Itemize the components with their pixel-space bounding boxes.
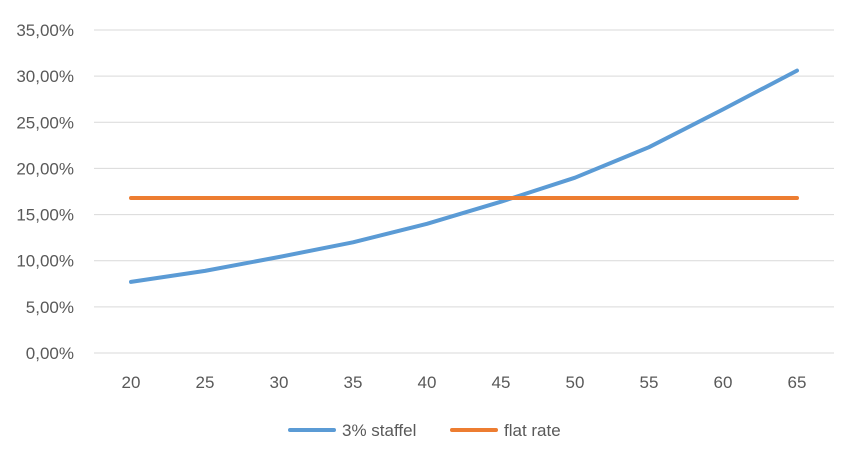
series-lines [129,68,799,284]
y-tick-label: 5,00% [26,298,74,317]
y-axis-tick-labels: 0,00% 5,00% 10,00% 15,00% 20,00% 25,00% 30,00%… [16,21,74,363]
y-tick-label: 25,00% [16,113,74,132]
y-tick-label: 10,00% [16,252,74,271]
legend-label: flat rate [504,421,561,440]
x-tick-label: 35 [344,373,363,392]
x-tick-label: 55 [640,373,659,392]
series-line-0 [129,68,799,284]
legend: 3% staffel flat rate [288,421,561,440]
x-axis-tick-labels: 20 25 30 35 40 45 50 55 60 65 [122,373,807,392]
legend-item: flat rate [450,421,561,440]
legend-item: 3% staffel [288,421,416,440]
x-tick-label: 40 [418,373,437,392]
x-tick-label: 45 [492,373,511,392]
x-tick-label: 20 [122,373,141,392]
y-tick-label: 15,00% [16,206,74,225]
y-tick-label: 35,00% [16,21,74,40]
y-tick-label: 20,00% [16,159,74,178]
gridlines [94,29,834,354]
x-tick-label: 60 [714,373,733,392]
y-tick-label: 0,00% [26,344,74,363]
x-tick-label: 65 [788,373,807,392]
x-tick-label: 25 [196,373,215,392]
x-tick-label: 30 [270,373,289,392]
legend-label: 3% staffel [342,421,416,440]
y-tick-label: 30,00% [16,67,74,86]
x-tick-label: 50 [566,373,585,392]
